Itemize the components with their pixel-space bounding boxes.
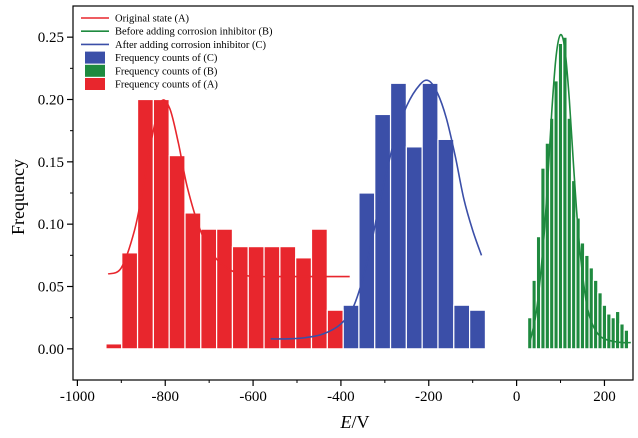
curves-layer: [107, 33, 631, 344]
bar-1-20: [614, 310, 621, 350]
legend-label-0: Original state (A): [115, 14, 190, 25]
x-tick-label-5: 0: [513, 389, 521, 405]
bar-0-5: [421, 82, 439, 350]
x-axis-title-symbol: E: [340, 412, 352, 432]
legend-swatch-4: [85, 64, 105, 77]
x-axis-title: E/V: [340, 412, 370, 432]
bar-1-5: [548, 117, 555, 350]
legend-label-1: Before adding corrosion inhibitor (B): [115, 27, 273, 38]
bar-1-19: [610, 317, 617, 350]
bar-1-21: [619, 323, 625, 350]
bars-layer: [105, 36, 630, 350]
bar-2-13: [310, 228, 328, 350]
legend-label-5: Frequency counts of (A): [115, 80, 218, 91]
bar-2-12: [295, 257, 313, 350]
bar-2-11: [279, 246, 297, 350]
bar-0-4: [405, 146, 423, 350]
bar-0-1: [358, 192, 376, 350]
bar-1-18: [606, 313, 612, 350]
bar-0-7: [453, 304, 471, 350]
y-tick-label-4: 0.20: [38, 93, 64, 109]
bar-0-6: [437, 138, 455, 350]
y-tick-label-5: 0.25: [38, 30, 64, 46]
legend-label-3: Frequency counts of (C): [115, 53, 218, 64]
y-tick-label-1: 0.05: [38, 280, 64, 296]
bar-1-16: [597, 292, 603, 350]
x-tick-label-3: -400: [327, 389, 355, 405]
bar-2-10: [263, 246, 281, 350]
fit-curve-1: [528, 33, 631, 344]
bar-1-9: [566, 117, 573, 350]
legend-swatch-3: [85, 51, 105, 64]
fit-curve-0: [107, 99, 350, 278]
bar-2-9: [247, 246, 265, 350]
bar-2-1: [121, 252, 139, 350]
bar-2-4: [168, 155, 186, 350]
bar-2-14: [326, 309, 344, 350]
y-tick-label-0: 0.00: [38, 342, 64, 358]
y-tick-label-2: 0.10: [38, 217, 64, 233]
axes-layer: -1000 -800 -600 -400 -200 0 200 0.00 0.05 0.10 0.1…: [38, 5, 634, 405]
x-tick-label-4: -200: [415, 389, 443, 405]
bar-1-8: [562, 36, 568, 350]
bar-2-2: [136, 98, 154, 350]
bar-1-22: [623, 329, 630, 350]
bar-1-10: [570, 179, 577, 350]
bar-0-8: [469, 309, 487, 350]
bar-2-8: [231, 246, 249, 350]
legend: Original state (A) Before adding corrosio…: [81, 14, 273, 91]
y-axis-title: Frequency: [8, 159, 28, 235]
bar-2-3: [152, 98, 170, 350]
x-tick-label-0: -1000: [60, 389, 95, 405]
bar-2-0: [105, 343, 123, 350]
bar-1-7: [557, 42, 564, 350]
x-tick-label-6: 200: [593, 389, 616, 405]
bar-2-5: [184, 212, 202, 350]
bar-1-15: [592, 279, 599, 350]
x-tick-label-2: -600: [239, 389, 267, 405]
y-tick-label-3: 0.15: [38, 155, 64, 171]
legend-label-2: After adding corrosion inhibitor (C): [115, 40, 267, 51]
bar-1-6: [553, 80, 559, 350]
bar-0-2: [374, 113, 392, 350]
fit-curve-2: [270, 79, 483, 340]
x-axis-title-unit: /V: [352, 412, 370, 432]
bar-2-7: [216, 228, 234, 350]
bar-1-17: [601, 304, 608, 350]
bar-0-3: [389, 82, 407, 350]
legend-swatch-5: [85, 78, 105, 90]
legend-label-4: Frequency counts of (B): [115, 66, 218, 77]
bar-1-14: [588, 267, 595, 350]
x-tick-label-1: -800: [151, 389, 179, 405]
